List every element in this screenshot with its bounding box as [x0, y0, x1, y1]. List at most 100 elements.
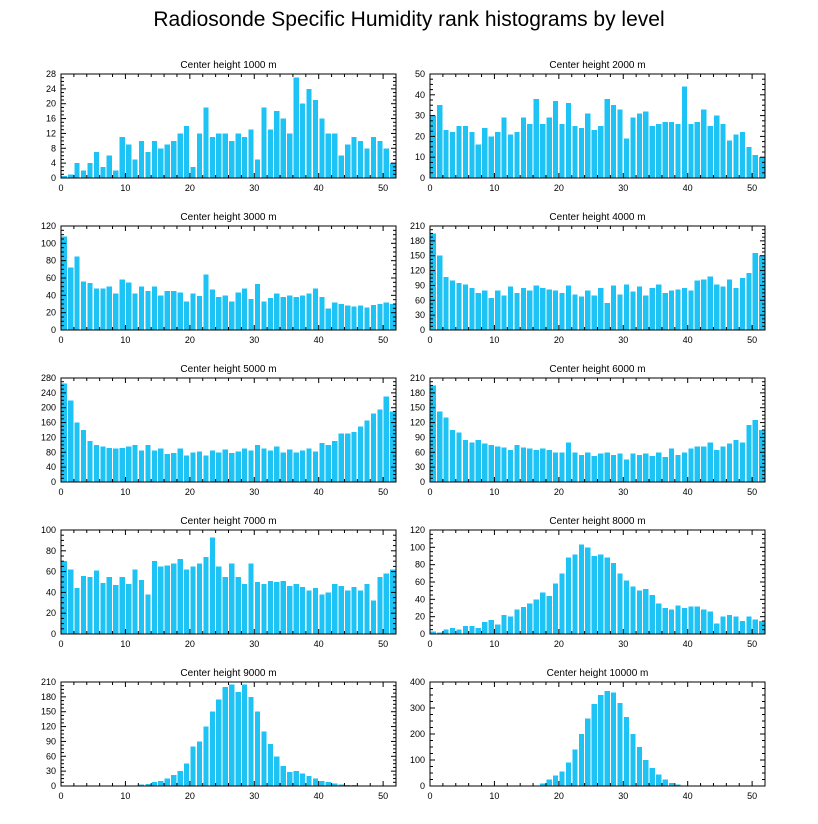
bar: [462, 284, 469, 330]
bar: [312, 588, 319, 634]
bar: [293, 771, 299, 786]
bar: [164, 144, 170, 178]
bar: [604, 452, 610, 482]
bar: [720, 123, 726, 178]
bar: [100, 583, 106, 634]
bar: [151, 140, 158, 178]
x-tick-label: 30: [618, 639, 628, 649]
bar: [377, 140, 383, 178]
x-tick-label: 20: [185, 791, 195, 801]
bar: [332, 783, 338, 786]
bar: [688, 606, 694, 634]
bar: [540, 448, 546, 482]
y-tick-label: 80: [46, 447, 56, 457]
x-tick-label: 40: [314, 791, 324, 801]
x-tick-label: 10: [120, 639, 130, 649]
bar: [293, 452, 299, 482]
x-tick-label: 10: [120, 791, 130, 801]
x-tick-label: 40: [683, 639, 693, 649]
bar: [293, 584, 299, 634]
bar: [248, 563, 254, 634]
bar: [235, 451, 241, 482]
bar: [248, 450, 254, 482]
bar: [585, 113, 591, 178]
bar: [61, 383, 67, 482]
bar: [688, 448, 694, 482]
bar: [203, 557, 209, 634]
bar: [100, 446, 106, 482]
bar: [100, 166, 106, 178]
bar: [184, 455, 190, 482]
bar: [572, 126, 578, 178]
bar: [87, 163, 93, 178]
bar: [299, 773, 306, 786]
bar: [610, 285, 617, 330]
y-tick-label: 80: [46, 546, 56, 556]
bar: [707, 442, 713, 482]
bar: [216, 566, 222, 634]
x-tick-label: 50: [378, 183, 388, 193]
plot-frame: [429, 681, 766, 787]
bar: [469, 626, 475, 634]
bar: [209, 289, 216, 330]
chart-title: Center height 5000 m: [180, 364, 276, 375]
bar: [565, 557, 572, 634]
bar: [319, 297, 325, 330]
bar: [598, 695, 604, 786]
bar: [364, 420, 370, 482]
bar: [752, 253, 758, 330]
y-tick-label: 90: [46, 736, 56, 746]
bar: [267, 580, 273, 634]
bar: [287, 586, 293, 634]
chart-panel: Center height 8000 m 0 10 20 30 40 50 0 20 40 60 80…: [410, 516, 766, 649]
y-tick-label: 100: [41, 525, 56, 535]
bar: [591, 295, 597, 330]
bar: [546, 779, 552, 786]
bar: [527, 448, 533, 482]
bar: [746, 273, 752, 330]
x-tick-label: 50: [747, 183, 757, 193]
bar: [274, 446, 280, 482]
bar: [482, 290, 488, 330]
bar: [126, 584, 132, 634]
bar: [138, 579, 145, 634]
bar: [610, 105, 617, 178]
y-tick-label: 50: [415, 69, 425, 79]
bar: [598, 554, 604, 634]
x-tick-label: 50: [747, 639, 757, 649]
bar: [158, 448, 164, 482]
chart-panel: Center height 1000 m 0 10 20 30 40 50 0 4 8 12 16 20…: [46, 60, 397, 193]
bar: [61, 561, 67, 634]
bar: [261, 448, 267, 482]
bar: [623, 459, 630, 482]
bar: [132, 569, 138, 634]
bar: [668, 290, 675, 330]
bar: [145, 784, 151, 786]
bar: [254, 711, 261, 786]
bar: [572, 452, 578, 482]
bar: [319, 781, 325, 786]
bar: [733, 134, 739, 178]
y-tick-label: 120: [41, 722, 56, 732]
bar: [106, 286, 112, 330]
y-tick-label: 210: [410, 373, 425, 383]
bar: [430, 385, 436, 482]
bar: [559, 452, 565, 482]
bar: [707, 126, 713, 178]
y-tick-label: 120: [41, 432, 56, 442]
bar: [312, 288, 319, 330]
bar: [598, 287, 604, 330]
x-tick-label: 50: [378, 791, 388, 801]
bar: [280, 766, 286, 786]
bar: [74, 163, 80, 178]
bar: [325, 782, 331, 786]
bar: [462, 626, 469, 634]
y-tick-label: 160: [41, 418, 56, 428]
chart-title: Center height 1000 m: [180, 60, 276, 71]
bar: [325, 592, 331, 634]
bar: [585, 290, 591, 330]
bar: [119, 279, 125, 330]
y-tick-label: 40: [46, 290, 56, 300]
bar: [106, 155, 112, 178]
